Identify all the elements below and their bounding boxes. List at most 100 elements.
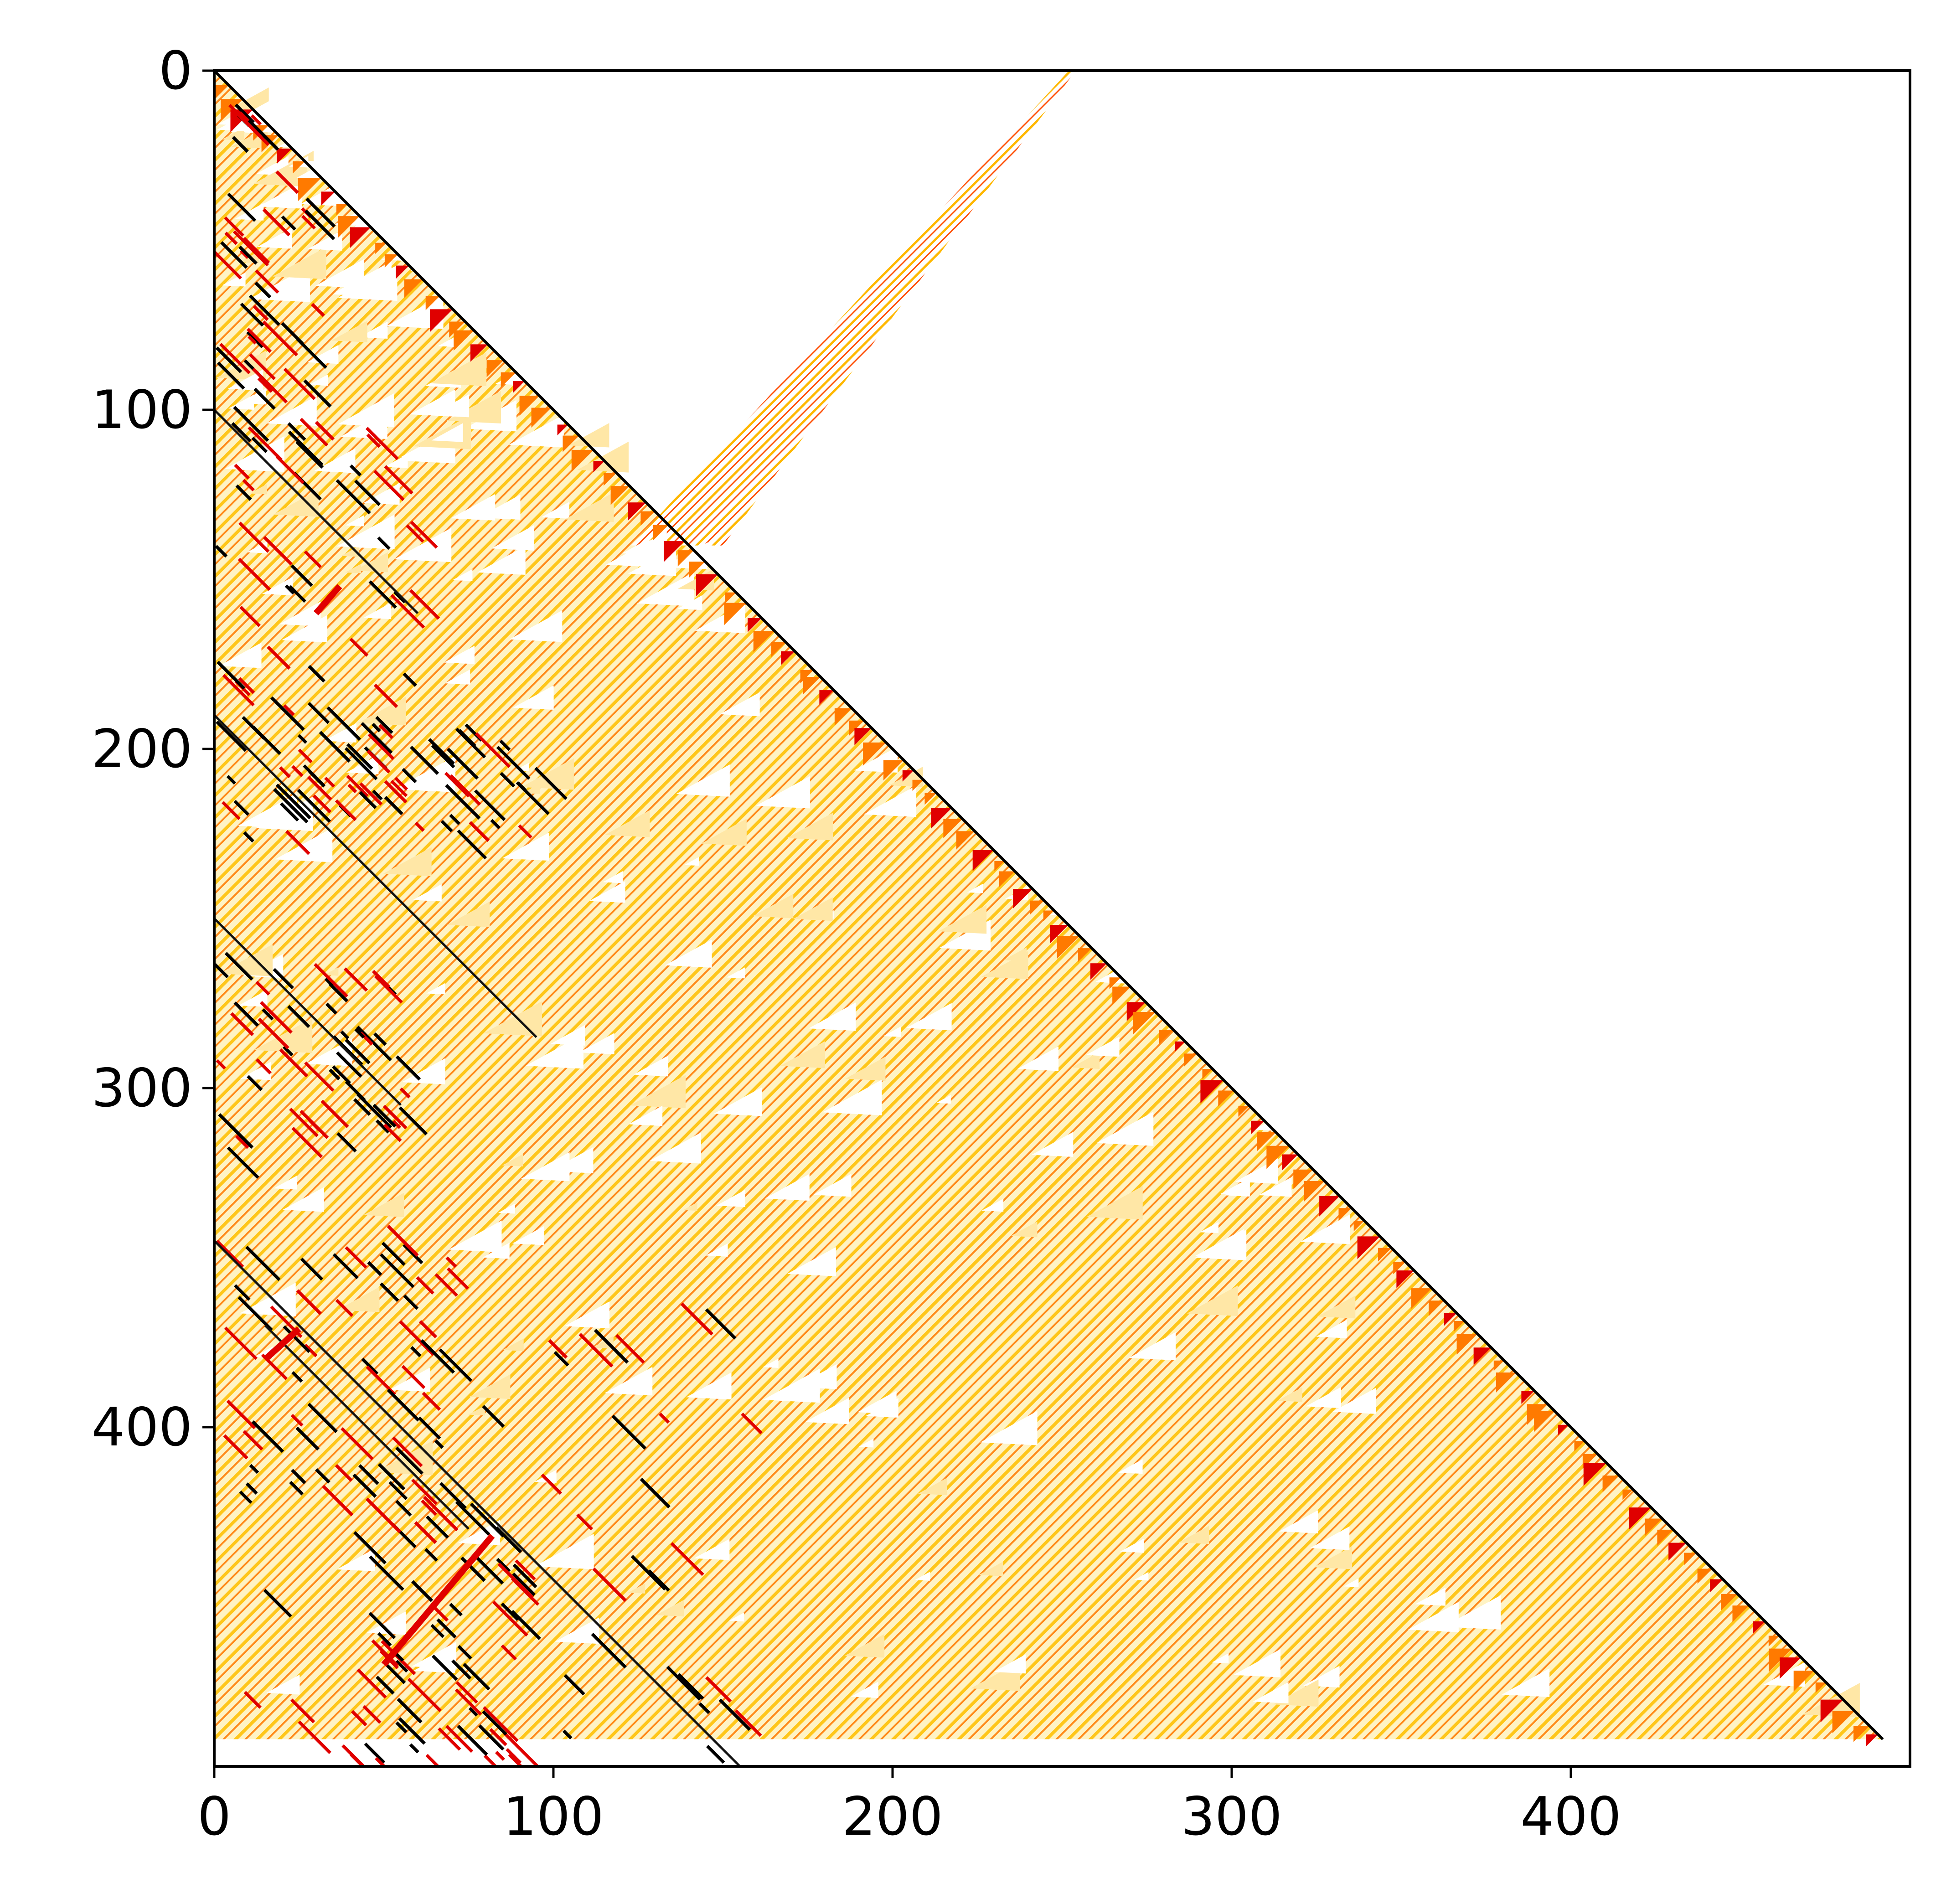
automaton-dark-cell — [252, 726, 282, 755]
automaton-dark-cell — [345, 1246, 367, 1269]
diagonal-edge-cell — [375, 243, 387, 254]
automaton-dark-cell — [219, 343, 251, 375]
automaton-dark-cell — [246, 330, 264, 349]
automaton-trail — [214, 1240, 741, 1766]
automaton-cell-patch — [452, 569, 473, 581]
automaton-cell-patch — [314, 448, 356, 473]
automaton-dark-cell — [394, 777, 408, 791]
automaton-cell-patch — [273, 490, 319, 517]
automaton-dark-cell — [384, 780, 408, 804]
automaton-dark-cell — [734, 1709, 762, 1737]
diagonal-edge-cell — [557, 424, 568, 436]
diagonal-edge-cell — [1013, 889, 1033, 909]
automaton-dark-cell — [383, 1123, 402, 1142]
automaton-dark-cell — [393, 590, 406, 604]
automaton-red-streak — [263, 1326, 301, 1362]
automaton-dark-cell — [414, 1521, 437, 1544]
diagonal-boundary-line — [214, 71, 1884, 1740]
automaton-cell-patch — [262, 577, 293, 596]
automaton-dark-cell — [234, 464, 250, 480]
diagonal-edge-cell — [943, 819, 963, 838]
automaton-dark-cell — [245, 1482, 258, 1495]
automaton-cell-patch — [341, 411, 387, 439]
automaton-dark-cell — [226, 775, 237, 785]
diagonal-edge-cell — [384, 254, 398, 268]
diagonal-edge-cell — [1558, 1424, 1569, 1435]
automaton-dark-cell — [420, 1339, 455, 1374]
automaton-dark-cell — [260, 1001, 293, 1034]
automaton-dark-cell — [356, 1093, 392, 1129]
automaton-dark-cell — [383, 1661, 406, 1684]
automaton-cell-patch — [676, 764, 730, 797]
automaton-dark-cell — [403, 1294, 419, 1310]
automaton-cell-patch — [993, 1654, 1026, 1674]
automaton-cell-patch — [309, 374, 328, 386]
automaton-dark-cell — [263, 1589, 292, 1618]
automaton-dark-cell — [324, 776, 336, 788]
automaton-dark-cell — [282, 1045, 294, 1057]
automaton-cell-patch — [413, 884, 442, 902]
automaton-dark-cell — [449, 814, 460, 825]
diagonal-edge-cell — [610, 486, 630, 505]
automaton-dark-cell — [248, 426, 283, 461]
automaton-dark-cell — [388, 1481, 408, 1501]
automaton-dark-cell — [233, 800, 250, 816]
automaton-dark-cell — [611, 1414, 647, 1450]
automaton-dark-cell — [379, 1253, 415, 1288]
automaton-dark-cell — [741, 1413, 763, 1434]
automaton-cell-patch — [981, 1198, 1004, 1212]
automaton-dark-cell — [284, 584, 295, 595]
diagonal-edge-cell — [1574, 1441, 1585, 1452]
automaton-dark-cell — [659, 1413, 670, 1424]
automaton-dark-cell — [421, 1499, 438, 1516]
automaton-dark-cell — [258, 1017, 289, 1049]
automaton-dark-cell — [299, 1109, 329, 1139]
automaton-dark-cell — [508, 1753, 523, 1766]
diagonal-edge-cell — [1429, 1300, 1445, 1316]
automaton-dark-cell — [482, 1710, 507, 1736]
automaton-dark-cell — [276, 455, 305, 484]
y-tick-label: 300 — [92, 1058, 192, 1119]
automaton-dark-cell — [349, 637, 369, 657]
automaton-cell-patch — [521, 1152, 570, 1182]
automaton-dark-cell — [246, 328, 272, 353]
automaton-dark-cell — [680, 1302, 714, 1336]
automaton-dark-cell — [376, 1676, 395, 1695]
automaton-dark-cell — [314, 963, 349, 998]
automaton-dark-cell — [647, 1569, 670, 1592]
automaton-dark-cell — [336, 1132, 357, 1153]
automaton-dark-cell — [534, 767, 568, 800]
automaton-dark-cell — [409, 589, 440, 620]
diagonal-edge-cell — [803, 677, 821, 695]
automaton-dark-cell — [354, 1028, 365, 1039]
automaton-dark-cell — [287, 422, 306, 441]
automaton-cell-patch — [628, 1105, 663, 1126]
automaton-dark-cell — [372, 1104, 397, 1128]
automaton-dark-cell — [594, 1329, 629, 1364]
diagonal-edge-cell — [486, 360, 504, 377]
automaton-cell-patch — [568, 423, 609, 448]
automaton-cell-patch — [805, 1398, 849, 1424]
diagonal-edge-cell — [924, 793, 937, 805]
diagonal-edge-cell — [1050, 924, 1069, 944]
automaton-cell-patch — [684, 857, 699, 866]
automaton-cell-patch — [227, 369, 263, 391]
automaton-dark-cell — [445, 1725, 474, 1753]
diagonal-edge-cell — [781, 651, 795, 666]
automaton-dark-cell — [226, 1399, 256, 1429]
automaton-cell-patch — [266, 1674, 300, 1695]
automaton-cell-patch — [363, 1192, 404, 1218]
automaton-dark-cell — [250, 114, 262, 126]
diagonal-edge-cell — [863, 742, 886, 766]
automaton-dark-cell — [335, 799, 357, 821]
automaton-dark-cell — [359, 782, 383, 806]
automaton-dark-cell — [463, 1663, 490, 1691]
automaton-cell-patch — [1332, 1388, 1376, 1414]
automaton-dark-cell — [457, 1645, 472, 1660]
automaton-dark-cell — [384, 465, 413, 495]
automaton-dark-cell — [430, 1624, 445, 1638]
diagonal-edge-cell — [513, 381, 525, 393]
automaton-dark-cell — [283, 704, 295, 716]
automaton-dark-cell — [224, 1326, 258, 1360]
